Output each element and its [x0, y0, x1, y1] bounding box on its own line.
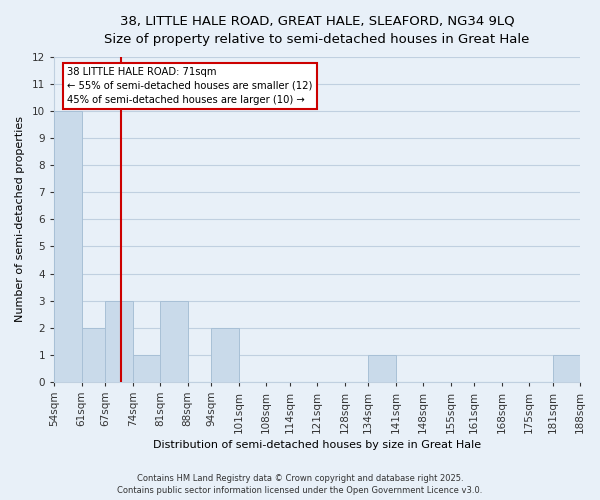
Text: Contains HM Land Registry data © Crown copyright and database right 2025.
Contai: Contains HM Land Registry data © Crown c… [118, 474, 482, 495]
Y-axis label: Number of semi-detached properties: Number of semi-detached properties [15, 116, 25, 322]
Text: 38 LITTLE HALE ROAD: 71sqm
← 55% of semi-detached houses are smaller (12)
45% of: 38 LITTLE HALE ROAD: 71sqm ← 55% of semi… [67, 66, 313, 104]
X-axis label: Distribution of semi-detached houses by size in Great Hale: Distribution of semi-detached houses by … [153, 440, 481, 450]
Bar [133, 355, 160, 382]
Title: 38, LITTLE HALE ROAD, GREAT HALE, SLEAFORD, NG34 9LQ
Size of property relative t: 38, LITTLE HALE ROAD, GREAT HALE, SLEAFO… [104, 15, 530, 46]
Bar [553, 355, 580, 382]
Bar [54, 111, 82, 382]
Bar [82, 328, 105, 382]
Bar [105, 300, 133, 382]
Bar [368, 355, 395, 382]
Bar [160, 300, 188, 382]
Bar [211, 328, 239, 382]
